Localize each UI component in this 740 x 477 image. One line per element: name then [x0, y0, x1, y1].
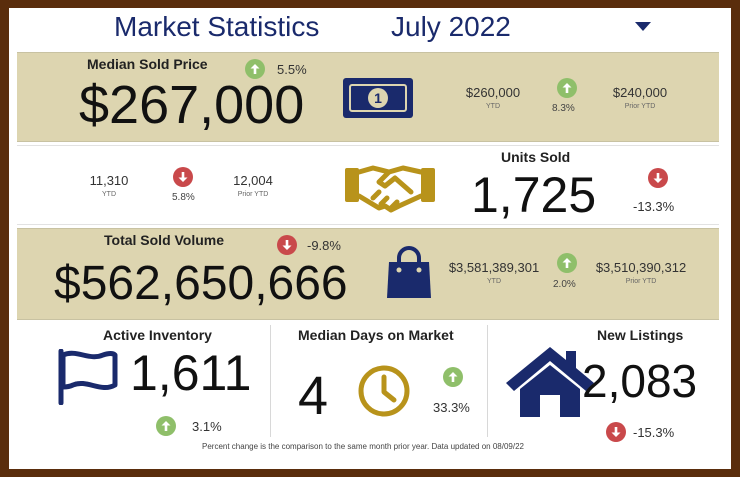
- period-dropdown-caret-icon[interactable]: [635, 22, 651, 31]
- new-listings-change: -15.3%: [633, 425, 675, 440]
- median-price-prior-label: Prior YTD: [624, 103, 656, 110]
- inventory-value: 1,611: [130, 345, 252, 401]
- volume-prior-value: $3,510,390,312: [595, 260, 687, 275]
- up-arrow-icon: [245, 59, 265, 79]
- up-arrow-icon: [443, 367, 463, 387]
- units-ytd-value: 11,310: [89, 173, 129, 188]
- inventory-label: Active Inventory: [103, 327, 212, 343]
- volume-prior-label: Prior YTD: [625, 278, 657, 285]
- dashboard-frame: Market Statistics July 2022 Median Sold …: [9, 8, 731, 469]
- volume-ytd-value: $3,581,389,301: [448, 260, 540, 275]
- units-sold-value: 1,725: [471, 167, 597, 223]
- units-sold-label: Units Sold: [501, 149, 571, 165]
- dollar-bill-icon: 1: [341, 74, 415, 127]
- shopping-bag-icon: [385, 246, 433, 305]
- median-price-ytd-change: 8.3%: [552, 103, 575, 114]
- column-divider: [270, 325, 271, 437]
- flag-icon: [57, 348, 119, 410]
- volume-ytd-change: 2.0%: [553, 279, 576, 290]
- down-arrow-icon: [173, 167, 193, 187]
- clock-icon: [357, 364, 411, 423]
- median-price-ytd-label: YTD: [486, 103, 500, 110]
- volume-change: -9.8%: [307, 238, 341, 253]
- new-listings-label: New Listings: [597, 327, 684, 343]
- page-title: Market Statistics: [114, 11, 320, 42]
- up-arrow-icon: [156, 416, 176, 436]
- units-ytd-change: 5.8%: [172, 192, 195, 203]
- down-arrow-icon: [648, 168, 668, 188]
- median-price-prior-value: $240,000: [612, 85, 668, 100]
- units-prior-value: 12,004: [233, 173, 273, 188]
- days-on-market-change: 33.3%: [433, 400, 470, 415]
- units-ytd-label: YTD: [102, 191, 116, 198]
- volume-panel: [17, 228, 719, 320]
- volume-label: Total Sold Volume: [104, 232, 225, 248]
- days-on-market-value: 4: [298, 366, 329, 426]
- inventory-change: 3.1%: [192, 419, 222, 434]
- down-arrow-icon: [606, 422, 626, 442]
- units-sold-change: -13.3%: [633, 199, 675, 214]
- new-listings-value: 2,083: [582, 355, 698, 407]
- column-divider: [487, 325, 488, 437]
- handshake-icon: [345, 156, 435, 221]
- median-price-label: Median Sold Price: [87, 56, 208, 72]
- house-icon: [502, 343, 598, 424]
- median-price-ytd-value: $260,000: [465, 85, 521, 100]
- footnote: Percent change is the comparison to the …: [202, 442, 524, 451]
- median-price-value: $267,000: [79, 75, 305, 135]
- up-arrow-icon: [557, 78, 577, 98]
- days-on-market-label: Median Days on Market: [298, 327, 454, 343]
- up-arrow-icon: [557, 253, 577, 273]
- period-label: July 2022: [391, 11, 511, 42]
- svg-text:1: 1: [374, 90, 382, 106]
- units-prior-label: Prior YTD: [237, 191, 269, 198]
- median-price-change: 5.5%: [277, 62, 307, 77]
- down-arrow-icon: [277, 235, 297, 255]
- volume-value: $562,650,666: [54, 257, 348, 310]
- units-sold-panel: [17, 145, 719, 225]
- volume-ytd-label: YTD: [487, 278, 501, 285]
